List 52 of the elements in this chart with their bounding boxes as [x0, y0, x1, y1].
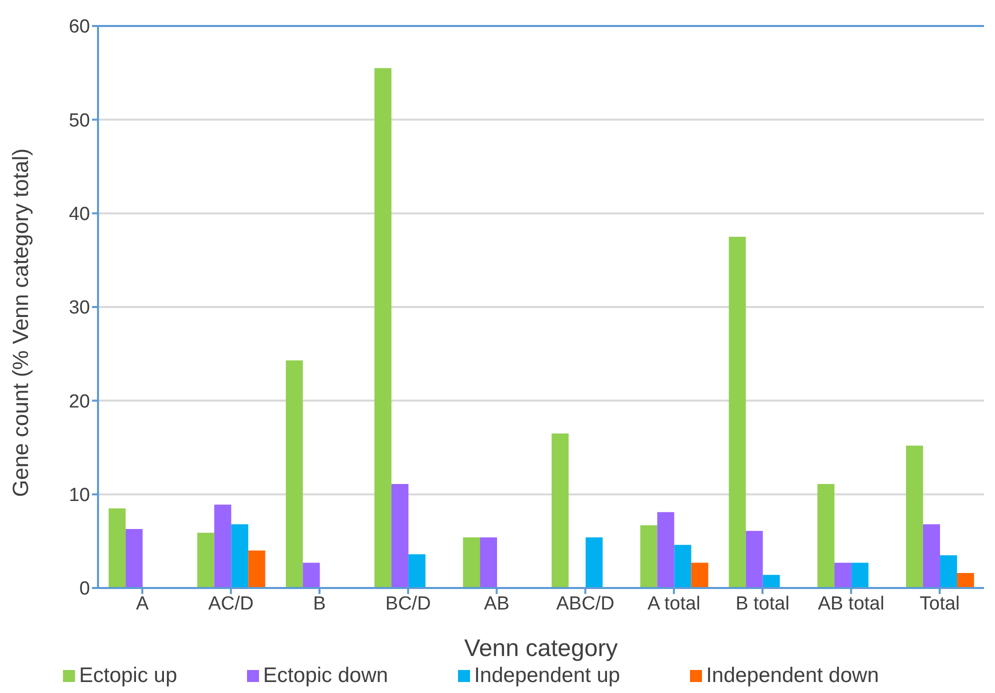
bar [691, 562, 708, 588]
bar [408, 554, 426, 588]
bar [728, 236, 746, 588]
bar [374, 68, 392, 588]
bar [762, 574, 780, 588]
bar [197, 532, 214, 588]
bar [302, 562, 320, 588]
y-tick-label: 30 [68, 298, 90, 319]
bar [214, 504, 232, 588]
y-tick-label: 50 [68, 110, 90, 132]
bar [746, 530, 763, 588]
y-tick-label: 20 [68, 391, 90, 412]
x-tick-label: BC/D [385, 593, 431, 614]
x-tick-label: AC/D [208, 593, 254, 614]
bar [940, 555, 958, 588]
x-axis-title: Venn category [464, 635, 618, 662]
bar [851, 562, 868, 588]
bar [463, 537, 480, 588]
legend-label: Ectopic down [263, 664, 388, 687]
y-axis-title: Gene count (% Venn category total) [8, 148, 33, 497]
x-tick-label: A total [647, 593, 700, 614]
bar [248, 550, 266, 588]
x-tick-label: AB [484, 593, 510, 614]
x-tick-label: Total [920, 593, 960, 614]
legend-label: Independent up [474, 664, 620, 687]
x-tick-label: A [136, 593, 149, 614]
bar [586, 537, 603, 588]
bar [640, 525, 658, 588]
y-tick-label: 60 [68, 16, 90, 38]
bar [552, 433, 569, 588]
x-tick-label: B total [736, 593, 790, 614]
y-tick-label: 0 [79, 578, 90, 600]
bar [391, 484, 408, 588]
x-tick-label: B [313, 593, 326, 614]
x-tick-label: ABC/D [556, 593, 614, 614]
bar [657, 512, 674, 588]
bar [480, 537, 498, 588]
bar [834, 562, 852, 588]
bar [108, 508, 126, 588]
x-tick-label: AB total [818, 593, 884, 614]
bar [231, 524, 248, 588]
bar [957, 573, 974, 588]
bar [674, 544, 692, 588]
legend-label: Independent down [706, 664, 879, 687]
y-tick-label: 10 [68, 485, 90, 506]
bar [906, 446, 924, 588]
bar [126, 528, 143, 588]
y-tick-label: 40 [68, 204, 90, 226]
bar [286, 360, 303, 588]
bar [923, 524, 940, 588]
bar [817, 484, 834, 588]
legend-label: Ectopic up [79, 664, 178, 687]
